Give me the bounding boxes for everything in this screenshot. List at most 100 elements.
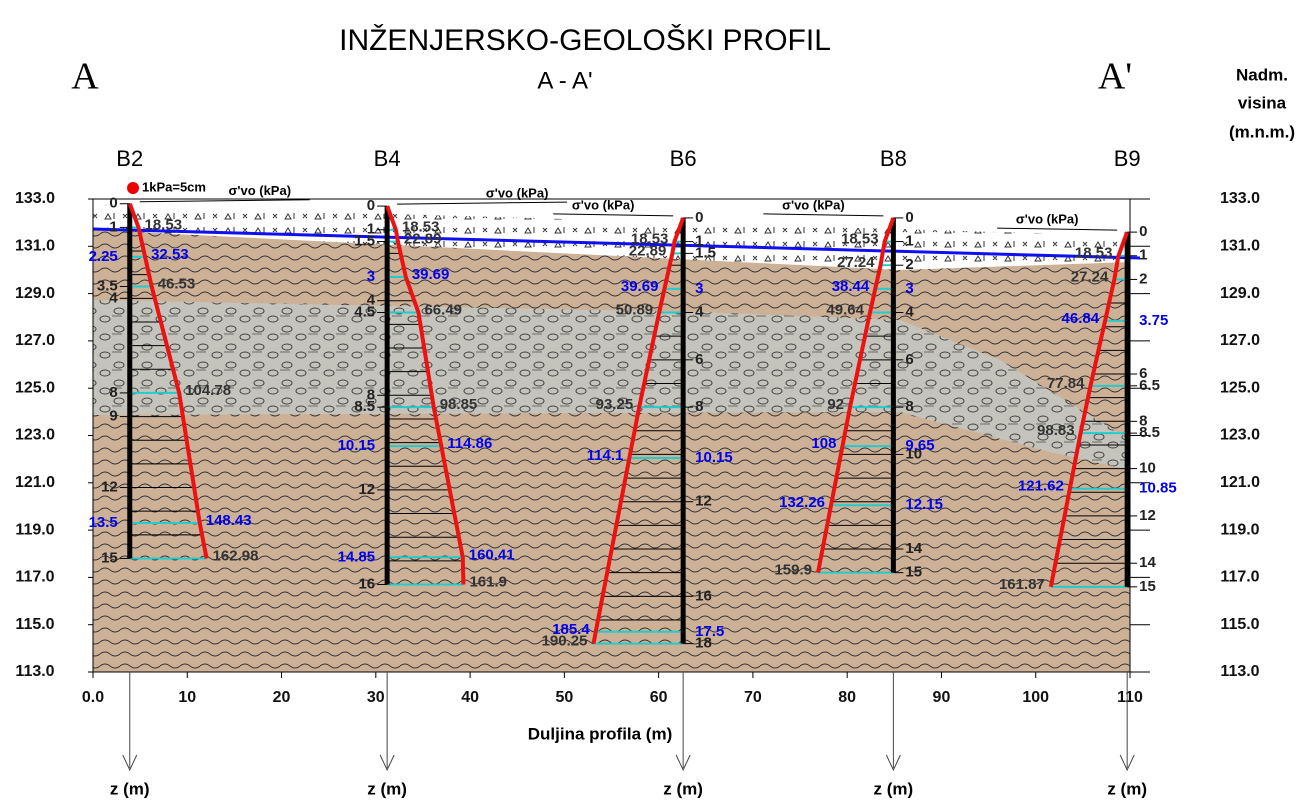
start-label: A [71, 56, 99, 98]
stress-axis-label: σ'vo (kPa) [1016, 212, 1079, 227]
y-tick-label: 113.0 [15, 663, 54, 680]
x-tick-label: 110 [1117, 689, 1143, 706]
y-tick-label: 133.0 [15, 190, 55, 207]
depth-label: 14 [905, 540, 922, 557]
depth-label: 15 [905, 564, 922, 581]
stress-value-label: 108 [811, 435, 836, 452]
depth-label: 4 [109, 289, 118, 306]
stress-value-label: 92 [827, 396, 844, 413]
y2-tick-label: 123.0 [1220, 427, 1260, 444]
sample-depth-label: 3 [695, 280, 703, 297]
depth-label: 2 [905, 256, 913, 273]
stress-value-label: 98.83 [1037, 422, 1075, 439]
depth-axis-label: z (m) [874, 779, 914, 798]
x-tick-label: 60 [650, 689, 668, 706]
stress-value-label: 22.89 [404, 231, 442, 248]
sample-depth-label: 3 [367, 268, 375, 285]
depth-label: 0 [109, 195, 117, 212]
stress-value-label: 39.69 [621, 278, 659, 295]
stress-value-label: 159.9 [774, 562, 812, 579]
stress-value-label: 18.53 [841, 231, 879, 248]
depth-label: 6.5 [1139, 377, 1160, 394]
sample-depth-label: 3.75 [1139, 312, 1168, 329]
depth-label: 6 [905, 351, 913, 368]
stress-value-label: 93.25 [596, 396, 634, 413]
depth-label: 0 [695, 209, 703, 226]
depth-label: 1 [109, 218, 117, 235]
borehole-name: B6 [670, 146, 697, 171]
x-tick-label: 50 [555, 689, 573, 706]
depth-label: 12 [101, 478, 118, 495]
x-tick-label: 100 [1022, 689, 1049, 706]
stress-value-label: 114.1 [587, 447, 624, 464]
y-tick-label: 123.0 [15, 427, 55, 444]
sample-depth-label: 2.25 [89, 248, 118, 265]
title: INŽENJERSKO-GEOLOŠKI PROFIL [339, 23, 831, 57]
stress-value-label: 98.85 [440, 396, 478, 413]
y2-tick-label: 133.0 [1220, 190, 1260, 207]
x-tick-label: 40 [461, 689, 479, 706]
x-tick-label: 90 [933, 689, 951, 706]
stress-value-label: 77.84 [1047, 375, 1085, 392]
depth-axis-label: z (m) [367, 779, 407, 798]
y-tick-label: 117.0 [15, 569, 54, 586]
stress-value-label: 18.53 [1075, 245, 1113, 262]
depth-label: 1.5 [695, 244, 716, 261]
y2-tick-label: 119.0 [1220, 521, 1259, 538]
stress-value-label: 46.53 [158, 275, 196, 292]
borehole-name: B8 [880, 146, 907, 171]
stress-value-label: 32.53 [151, 246, 189, 263]
y-tick-label: 119.0 [15, 521, 54, 538]
stress-value-label: 50.89 [616, 301, 654, 318]
sample-depth-label: 9.65 [905, 437, 934, 454]
elevation-label: Nadm. [1236, 65, 1288, 84]
borehole-name: B2 [116, 146, 143, 171]
y2-tick-label: 127.0 [1220, 332, 1260, 349]
y2-tick-label: 115.0 [1220, 616, 1259, 633]
borehole-name: B4 [374, 146, 401, 171]
depth-label: 8.5 [354, 398, 375, 415]
y-tick-label: 131.0 [15, 238, 55, 255]
stress-value-label: 22.89 [629, 242, 667, 259]
depth-label: 0 [1139, 223, 1147, 240]
stress-value-label: 148.43 [206, 512, 252, 529]
y-tick-label: 127.0 [15, 332, 55, 349]
sample-depth-label: 3 [905, 280, 913, 297]
depth-label: 15 [1139, 578, 1156, 595]
y-tick-label: 121.0 [15, 474, 55, 491]
x-tick-label: 10 [178, 689, 196, 706]
depth-label: 8 [695, 398, 703, 415]
x-tick-label: 0.0 [82, 689, 104, 706]
depth-label: 14 [1139, 554, 1156, 571]
stress-axis-label: σ'vo (kPa) [228, 183, 291, 198]
depth-label: 1 [1139, 247, 1147, 264]
sample-depth-label: 13.5 [89, 514, 118, 531]
y2-tick-label: 121.0 [1220, 474, 1260, 491]
end-label: A' [1098, 56, 1132, 98]
depth-label: 8 [905, 398, 913, 415]
depth-label: 4 [905, 303, 914, 320]
depth-label: 16 [358, 575, 375, 592]
depth-axis-label: z (m) [110, 779, 150, 798]
depth-label: 8 [109, 384, 117, 401]
x-axis-title: Duljina profila (m) [528, 724, 673, 743]
depth-axis-label: z (m) [1107, 779, 1147, 798]
depth-label: 12 [358, 481, 375, 498]
stress-value-label: 104.78 [185, 382, 231, 399]
stress-axis-label: σ'vo (kPa) [782, 197, 845, 212]
depth-label: 16 [695, 587, 712, 604]
x-tick-label: 20 [273, 689, 291, 706]
scale-note: 1kPa=5cm [142, 179, 206, 194]
depth-label: 1.5 [354, 233, 375, 250]
borehole-name: B9 [1114, 146, 1141, 171]
sample-depth-label: 17.5 [695, 623, 724, 640]
y2-tick-label: 113.0 [1220, 663, 1259, 680]
stress-value-label: 161.9 [469, 573, 507, 590]
profile-chart: INŽENJERSKO-GEOLOŠKI PROFIL A - A' A A' … [0, 0, 1307, 807]
stress-value-label: 39.69 [412, 266, 450, 283]
stress-value-label: 114.86 [447, 435, 492, 452]
depth-label: 4.5 [354, 303, 375, 320]
sample-depth-label: 12.15 [905, 496, 943, 513]
depth-label: 15 [101, 549, 118, 566]
depth-label: 8.5 [1139, 424, 1160, 441]
